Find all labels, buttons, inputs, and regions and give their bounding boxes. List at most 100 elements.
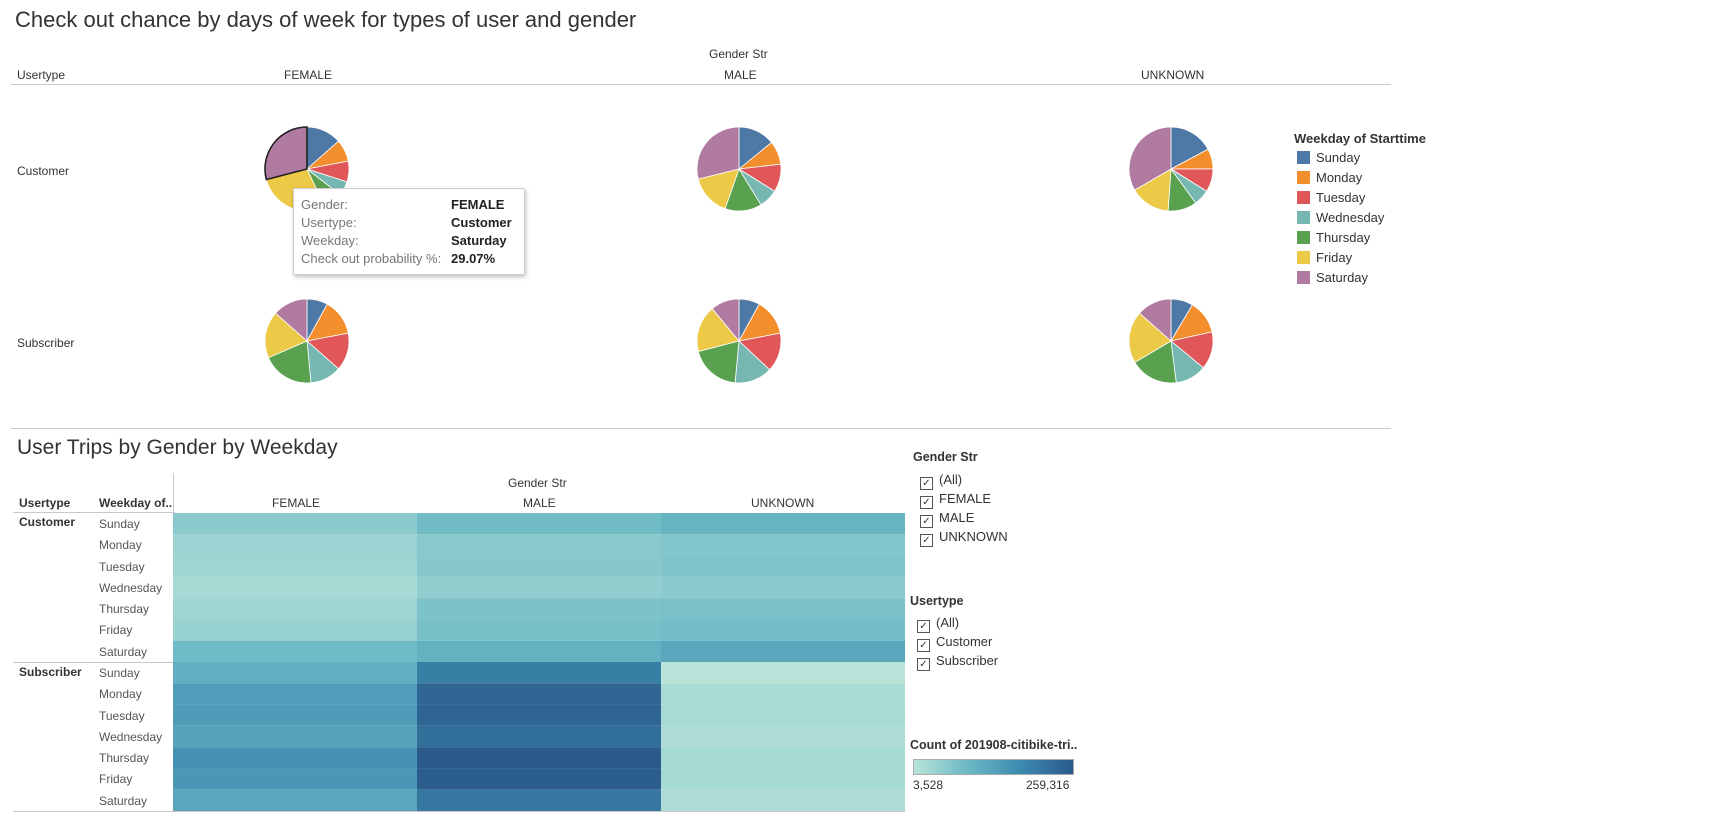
heat-cell-customer-thursday-unknown[interactable]	[661, 598, 905, 620]
pie-customer-male[interactable]	[696, 126, 782, 212]
heat-cell-subscriber-tuesday-male[interactable]	[417, 704, 661, 726]
checkbox[interactable]: ✓	[920, 477, 933, 490]
heat-cell-customer-wednesday-unknown[interactable]	[661, 576, 905, 599]
filter-item-all[interactable]: ✓ (All)	[917, 615, 959, 633]
filter-item-subscriber[interactable]: ✓ Subscriber	[917, 653, 998, 671]
heat-cell-subscriber-wednesday-female[interactable]	[173, 725, 417, 748]
heat-cell-subscriber-monday-unknown[interactable]	[661, 683, 905, 705]
filter-item-unknown[interactable]: ✓ UNKNOWN	[920, 529, 1008, 547]
tooltip-row-usertype: Usertype: Customer	[301, 215, 512, 230]
pie-legend-item-wednesday[interactable]: Wednesday	[1297, 210, 1384, 225]
pie-subscriber-female[interactable]	[264, 298, 350, 384]
heat-cell-customer-sunday-unknown[interactable]	[661, 513, 905, 535]
checkbox[interactable]: ✓	[917, 658, 930, 671]
pie-legend-item-tuesday[interactable]: Tuesday	[1297, 190, 1365, 205]
heat-cell-subscriber-tuesday-unknown[interactable]	[661, 704, 905, 726]
color-legend-max: 259,316	[1026, 778, 1070, 792]
heat-row-label-customer-wednesday: Wednesday	[99, 580, 163, 595]
pie-slice-thursday[interactable]	[267, 340, 312, 384]
pie-row-subscriber: Subscriber	[17, 336, 75, 350]
pie-slice-saturday[interactable]	[1138, 298, 1172, 342]
heat-cell-customer-thursday-female[interactable]	[173, 598, 417, 620]
checkbox[interactable]: ✓	[920, 496, 933, 509]
heat-cell-subscriber-tuesday-female[interactable]	[173, 704, 417, 726]
pie-slice-friday[interactable]	[264, 312, 308, 359]
pie-legend-item-thursday[interactable]: Thursday	[1297, 230, 1370, 245]
heat-cell-subscriber-wednesday-unknown[interactable]	[661, 725, 905, 748]
heat-usertype-header: Usertype	[19, 496, 71, 510]
heat-cell-customer-saturday-unknown[interactable]	[661, 640, 905, 662]
gender-filter-title: Gender Str	[913, 450, 978, 464]
checkbox[interactable]: ✓	[920, 534, 933, 547]
color-legend-min: 3,528	[913, 778, 944, 792]
heat-cell-customer-saturday-female[interactable]	[173, 640, 417, 662]
heat-cell-customer-friday-unknown[interactable]	[661, 619, 905, 641]
pie-slice-thursday[interactable]	[1134, 340, 1177, 384]
pie-slice-saturday[interactable]	[274, 298, 308, 342]
heat-col-unknown: UNKNOWN	[751, 496, 815, 510]
heat-cell-subscriber-sunday-female[interactable]	[173, 662, 417, 684]
checkbox[interactable]: ✓	[920, 515, 933, 528]
heat-cell-subscriber-saturday-female[interactable]	[173, 789, 417, 811]
heat-cell-subscriber-thursday-male[interactable]	[417, 747, 661, 769]
pie-legend-item-monday[interactable]: Monday	[1297, 170, 1362, 185]
pie-legend-item-friday[interactable]: Friday	[1297, 250, 1352, 265]
filter-item-female[interactable]: ✓ FEMALE	[920, 491, 991, 509]
heat-cell-customer-sunday-male[interactable]	[417, 513, 661, 535]
checkbox[interactable]: ✓	[917, 639, 930, 652]
pie-customer-unknown[interactable]	[1128, 126, 1214, 212]
heat-cell-customer-monday-female[interactable]	[173, 534, 417, 556]
pie-slice-saturday[interactable]	[696, 126, 740, 180]
heat-cell-customer-saturday-male[interactable]	[417, 640, 661, 662]
heat-cell-customer-friday-female[interactable]	[173, 619, 417, 641]
heat-cell-customer-wednesday-male[interactable]	[417, 576, 661, 599]
heat-cell-subscriber-sunday-unknown[interactable]	[661, 662, 905, 684]
pie-subscriber-unknown[interactable]	[1128, 298, 1214, 384]
pie-col-unknown: UNKNOWN	[1141, 68, 1205, 82]
heat-cell-subscriber-saturday-male[interactable]	[417, 789, 661, 811]
heat-cell-customer-tuesday-unknown[interactable]	[661, 555, 905, 577]
heat-cell-subscriber-sunday-male[interactable]	[417, 662, 661, 684]
heat-cell-customer-tuesday-male[interactable]	[417, 555, 661, 577]
filter-item-label: FEMALE	[939, 491, 992, 506]
pie-slice-sunday[interactable]	[1170, 126, 1209, 170]
legend-swatch	[1297, 271, 1310, 284]
pie-slice-saturday[interactable]	[264, 126, 308, 181]
pie-legend-item-saturday[interactable]: Saturday	[1297, 270, 1368, 285]
heat-row-label-subscriber-thursday: Thursday	[99, 751, 150, 766]
heat-cell-subscriber-friday-female[interactable]	[173, 768, 417, 790]
pie-subscriber-male[interactable]	[696, 298, 782, 384]
heat-cell-subscriber-wednesday-male[interactable]	[417, 725, 661, 748]
heat-cell-customer-monday-male[interactable]	[417, 534, 661, 556]
legend-swatch	[1297, 211, 1310, 224]
filter-item-all[interactable]: ✓ (All)	[920, 472, 962, 490]
pie-slice-saturday[interactable]	[1128, 126, 1172, 191]
heat-cell-subscriber-friday-unknown[interactable]	[661, 768, 905, 790]
heat-row-label-customer-thursday: Thursday	[99, 602, 150, 617]
pie-slice-friday[interactable]	[696, 308, 740, 352]
heat-cell-subscriber-monday-male[interactable]	[417, 683, 661, 705]
heat-cell-subscriber-monday-female[interactable]	[173, 683, 417, 705]
heat-cell-customer-friday-male[interactable]	[417, 619, 661, 641]
pie-legend-item-sunday[interactable]: Sunday	[1297, 150, 1360, 165]
heat-row-label-subscriber-monday: Monday	[99, 687, 142, 702]
heat-cell-customer-tuesday-female[interactable]	[173, 555, 417, 577]
heat-cell-customer-monday-unknown[interactable]	[661, 534, 905, 556]
checkbox[interactable]: ✓	[917, 620, 930, 633]
tooltip-key: Weekday:	[301, 233, 359, 248]
heat-cell-customer-sunday-female[interactable]	[173, 513, 417, 535]
tooltip-row-weekday: Weekday: Saturday	[301, 233, 507, 248]
heat-cell-customer-thursday-male[interactable]	[417, 598, 661, 620]
heat-cell-subscriber-thursday-unknown[interactable]	[661, 747, 905, 769]
filter-item-customer[interactable]: ✓ Customer	[917, 634, 992, 652]
heat-cell-subscriber-friday-male[interactable]	[417, 768, 661, 790]
pie-slice-friday[interactable]	[1128, 312, 1172, 363]
heat-cell-customer-wednesday-female[interactable]	[173, 576, 417, 599]
pie-slice-thursday[interactable]	[697, 340, 740, 384]
pie-slice-saturday[interactable]	[711, 298, 740, 343]
pie-col-male: MALE	[724, 68, 757, 82]
heat-row-label-customer-tuesday: Tuesday	[99, 559, 145, 574]
filter-item-male[interactable]: ✓ MALE	[920, 510, 974, 528]
heat-cell-subscriber-thursday-female[interactable]	[173, 747, 417, 769]
heat-cell-subscriber-saturday-unknown[interactable]	[661, 789, 905, 811]
